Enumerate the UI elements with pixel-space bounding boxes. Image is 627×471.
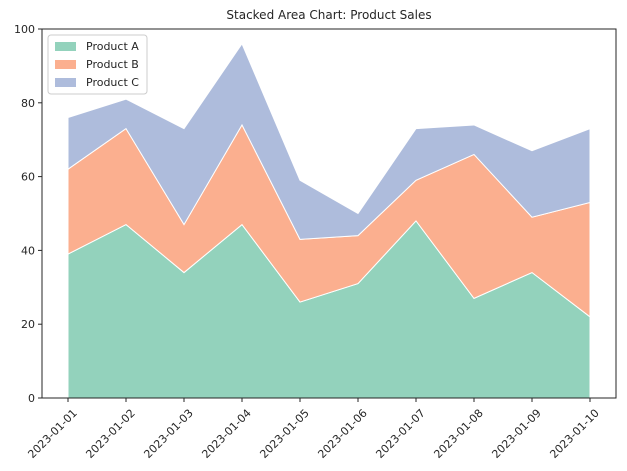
x-tick-label: 2023-01-09 [489,407,543,461]
legend-swatch-product-c [55,78,76,87]
y-tick-label: 80 [21,97,35,110]
x-tick-label: 2023-01-08 [431,407,485,461]
legend-swatch-product-a [55,42,76,51]
chart-title: Stacked Area Chart: Product Sales [226,8,431,22]
y-tick-label: 0 [28,392,35,405]
x-tick-label: 2023-01-10 [547,407,601,461]
x-tick-label: 2023-01-01 [25,407,79,461]
x-tick-label: 2023-01-06 [315,407,369,461]
x-tick-label: 2023-01-04 [199,407,253,461]
y-tick-label: 20 [21,318,35,331]
y-tick-label: 60 [21,171,35,184]
legend-label-product-a: Product A [86,40,139,53]
area-layers [67,42,591,399]
plot-frame [41,28,617,399]
legend-label-product-c: Product C [86,76,139,89]
x-tick-label: 2023-01-02 [83,407,137,461]
y-tick-label: 40 [21,244,35,257]
x-tick-label: 2023-01-07 [373,407,427,461]
legend-label-product-b: Product B [86,58,139,71]
y-tick-label: 100 [14,23,35,36]
x-tick-label: 2023-01-05 [257,407,311,461]
legend: Product A Product B Product C [47,34,148,95]
area-product-c [67,42,591,240]
legend-swatch-product-b [55,60,76,69]
x-tick-label: 2023-01-03 [141,407,195,461]
